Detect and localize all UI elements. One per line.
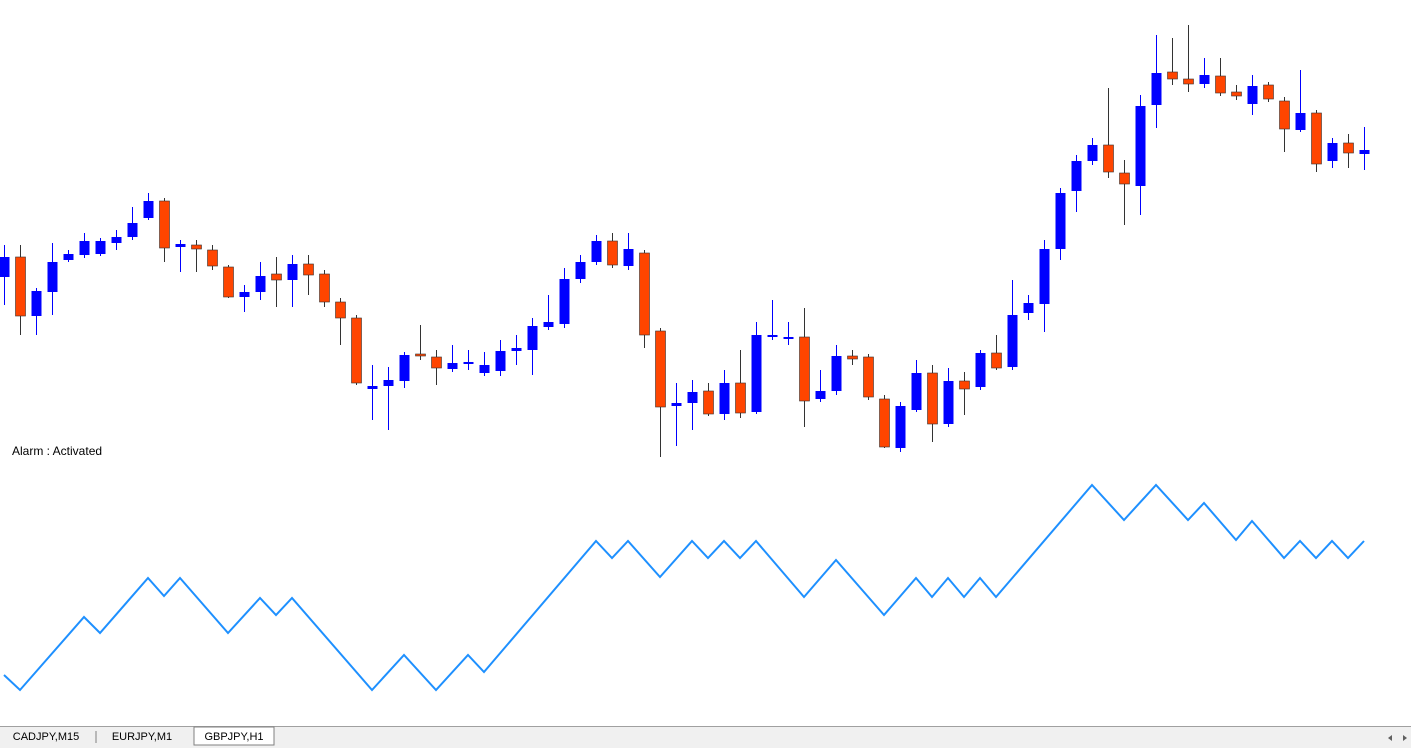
candle-body: [799, 336, 810, 402]
candle-body: [383, 380, 394, 386]
candle-body: [687, 392, 698, 403]
candle-body: [351, 317, 362, 384]
candle-body: [895, 406, 906, 448]
candle-body: [207, 249, 218, 267]
candle-body: [271, 273, 282, 281]
alarm-label: Alarm : Activated: [12, 444, 102, 458]
candle-body: [783, 337, 794, 339]
candle-body: [1119, 172, 1130, 185]
candle-body: [1087, 145, 1098, 161]
candle-body: [1199, 75, 1210, 84]
tab[interactable]: GBPJPY,H1: [204, 731, 263, 743]
candle-body: [559, 279, 570, 324]
candle-body: [367, 386, 378, 389]
candle-body: [31, 291, 42, 316]
candle-body: [911, 373, 922, 410]
scroll-left[interactable]: [1388, 735, 1392, 741]
tab-active-bg: [193, 726, 275, 746]
candle-body: [287, 264, 298, 280]
candle-body: [543, 322, 554, 327]
candle-body: [511, 348, 522, 351]
candle-body: [255, 276, 266, 292]
candle-body: [639, 252, 650, 336]
candle-body: [575, 262, 586, 279]
candle-body: [591, 241, 602, 262]
candle-body: [1215, 75, 1226, 94]
candle-body: [1039, 249, 1050, 304]
candle-body: [1231, 91, 1242, 97]
candle-body: [239, 292, 250, 297]
candle-body: [1151, 73, 1162, 105]
candle-body: [1071, 161, 1082, 191]
candle-body: [1295, 113, 1306, 130]
candle-body: [1343, 142, 1354, 154]
candle-body: [15, 256, 26, 317]
candle-body: [831, 356, 842, 391]
candle-body: [95, 241, 106, 254]
tab[interactable]: CADJPY,M15: [13, 731, 79, 743]
candle-body: [847, 355, 858, 360]
candle-body: [175, 244, 186, 247]
candle-body: [415, 353, 426, 357]
candle-body: [1135, 106, 1146, 186]
candle-body: [1279, 100, 1290, 130]
candle-body: [1247, 86, 1258, 104]
candle-body: [959, 380, 970, 390]
candle-body: [815, 391, 826, 399]
candle-body: [495, 351, 506, 371]
candle-body: [703, 390, 714, 415]
candle-body: [527, 326, 538, 350]
candle-body: [159, 200, 170, 249]
candle-body: [1359, 150, 1370, 154]
candle-body: [991, 352, 1002, 369]
candle-body: [655, 330, 666, 408]
tab-bar: [0, 726, 1411, 748]
candle-body: [1311, 112, 1322, 165]
candle-body: [1263, 84, 1274, 100]
candle-body: [623, 249, 634, 266]
candle-body: [671, 403, 682, 406]
candle-body: [863, 356, 874, 398]
candle-body: [303, 263, 314, 276]
candle-body: [399, 355, 410, 381]
candle-body: [719, 383, 730, 414]
indicator-line: [3, 483, 1365, 692]
candle-body: [735, 382, 746, 414]
candle-body: [607, 240, 618, 266]
candle-body: [335, 301, 346, 319]
candle-body: [1327, 143, 1338, 161]
candle-body: [223, 266, 234, 298]
chart-area: [0, 0, 1411, 726]
candle-body: [143, 201, 154, 218]
candle-body: [751, 335, 762, 412]
candle-body: [79, 241, 90, 255]
candle-body: [1103, 144, 1114, 173]
tab[interactable]: EURJPY,M1: [112, 731, 172, 743]
candle-body: [47, 262, 58, 292]
candle-body: [63, 254, 74, 260]
candle-body: [127, 223, 138, 237]
candle-body: [463, 362, 474, 364]
candle-body: [111, 237, 122, 243]
candle-body: [479, 365, 490, 373]
candle-body: [1167, 71, 1178, 80]
candle-body: [767, 335, 778, 337]
candle-body: [447, 363, 458, 369]
candle-body: [0, 257, 10, 277]
candle-body: [975, 353, 986, 387]
candle-body: [943, 381, 954, 424]
candle-body: [191, 244, 202, 250]
candle-body: [927, 372, 938, 425]
candle-body: [1007, 315, 1018, 367]
candle-body: [1023, 303, 1034, 313]
candle-body: [1183, 78, 1194, 85]
candle-body: [879, 398, 890, 448]
candle-body: [319, 273, 330, 303]
scroll-right[interactable]: [1403, 735, 1407, 741]
candle-body: [1055, 193, 1066, 249]
candle-body: [431, 356, 442, 369]
